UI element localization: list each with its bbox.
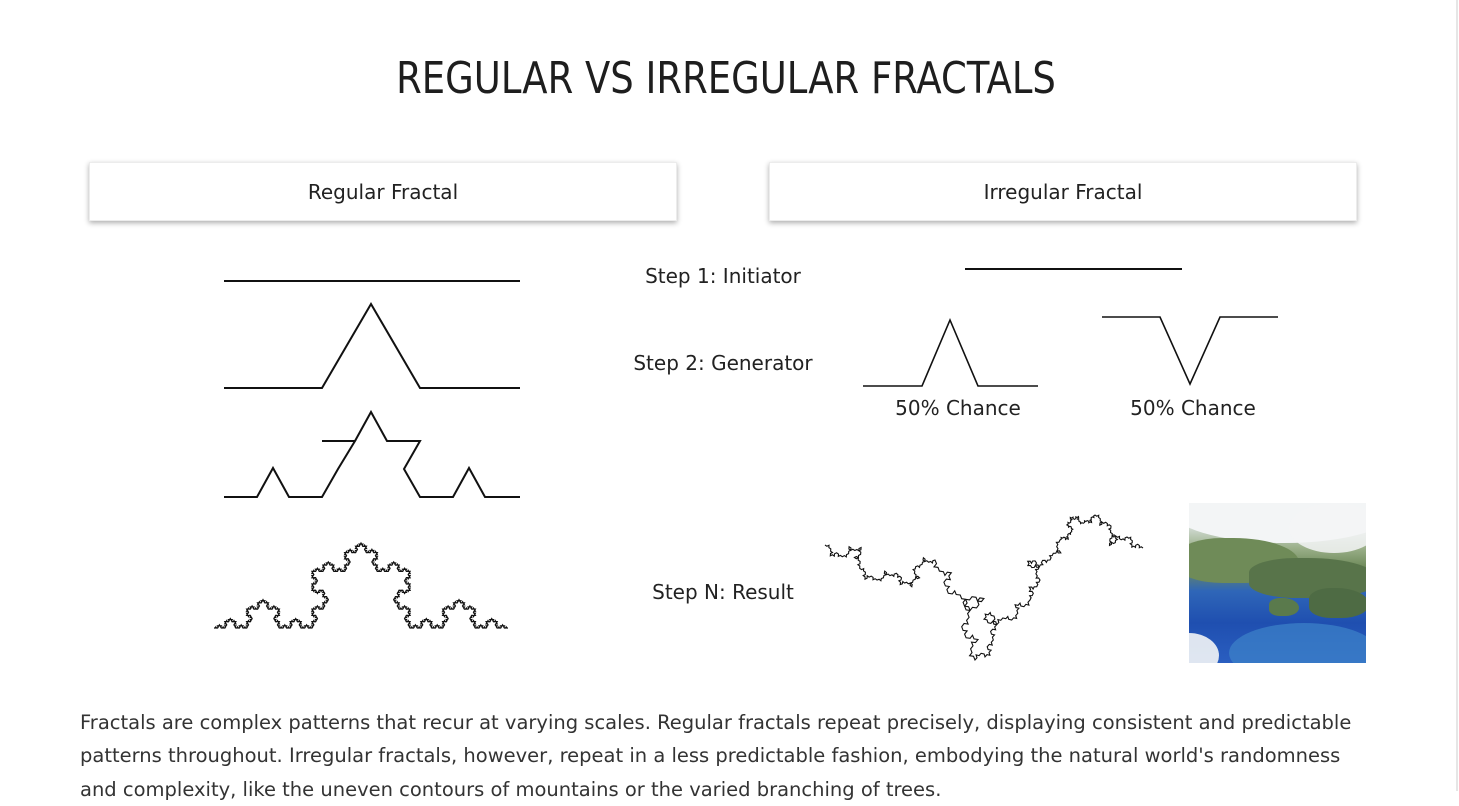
- irregular-generator-valley: [1102, 317, 1278, 384]
- regular-result-koch-curve: [214, 543, 508, 628]
- irregular-generator-peak: [863, 320, 1038, 386]
- irregular-result-random-curve: [825, 515, 1143, 660]
- regular-generator-shape: [224, 304, 520, 388]
- coastline-satellite-image: [1189, 503, 1366, 663]
- regular-iteration-2-shape: [224, 412, 520, 497]
